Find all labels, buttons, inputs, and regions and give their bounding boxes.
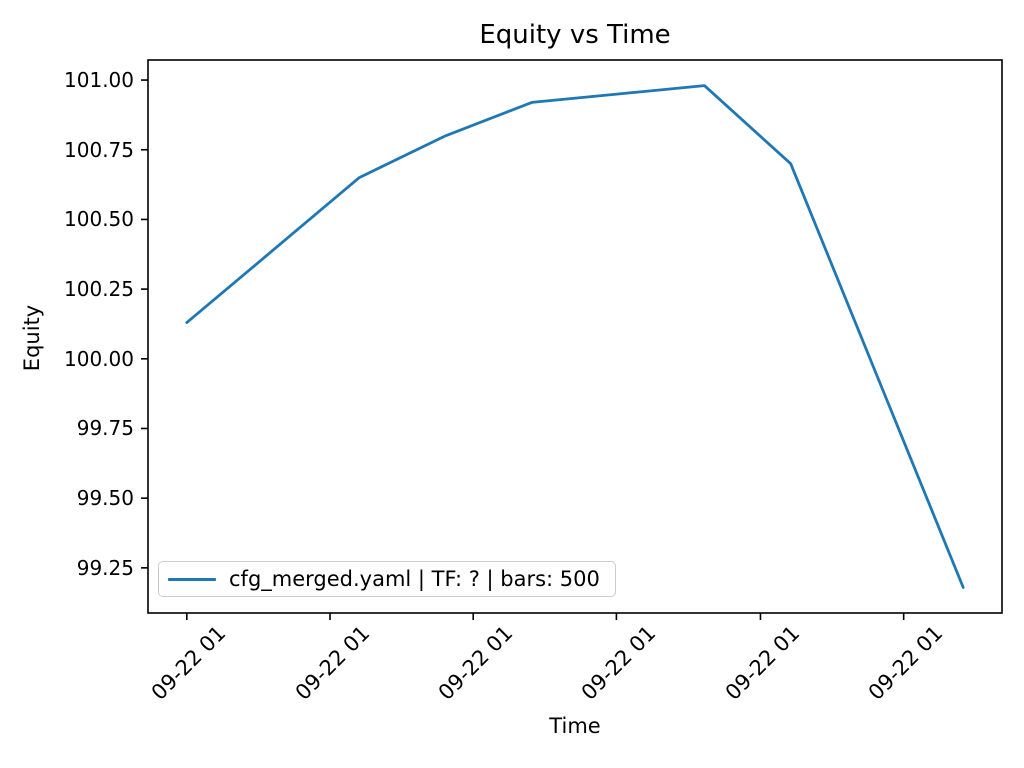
y-tick-label: 99.25 <box>76 555 134 580</box>
y-tick-label: 100.25 <box>64 277 134 302</box>
legend-line-swatch <box>168 577 216 581</box>
y-tick-label: 100.50 <box>64 207 134 232</box>
plot-frame <box>147 59 1003 614</box>
legend: cfg_merged.yaml | TF: ? | bars: 500 <box>158 561 616 597</box>
y-axis-label: Equity <box>20 304 44 372</box>
y-tick-label: 99.75 <box>76 416 134 441</box>
y-tick-label: 100.75 <box>64 137 134 162</box>
y-tick-label: 100.00 <box>64 346 134 371</box>
y-tick-label: 101.00 <box>64 68 134 93</box>
equity-line <box>185 84 965 589</box>
x-axis-label: Time <box>549 714 601 738</box>
chart-title: Equity vs Time <box>479 20 671 50</box>
legend-label: cfg_merged.yaml | TF: ? | bars: 500 <box>229 567 600 591</box>
y-tick-label: 99.50 <box>76 486 134 511</box>
